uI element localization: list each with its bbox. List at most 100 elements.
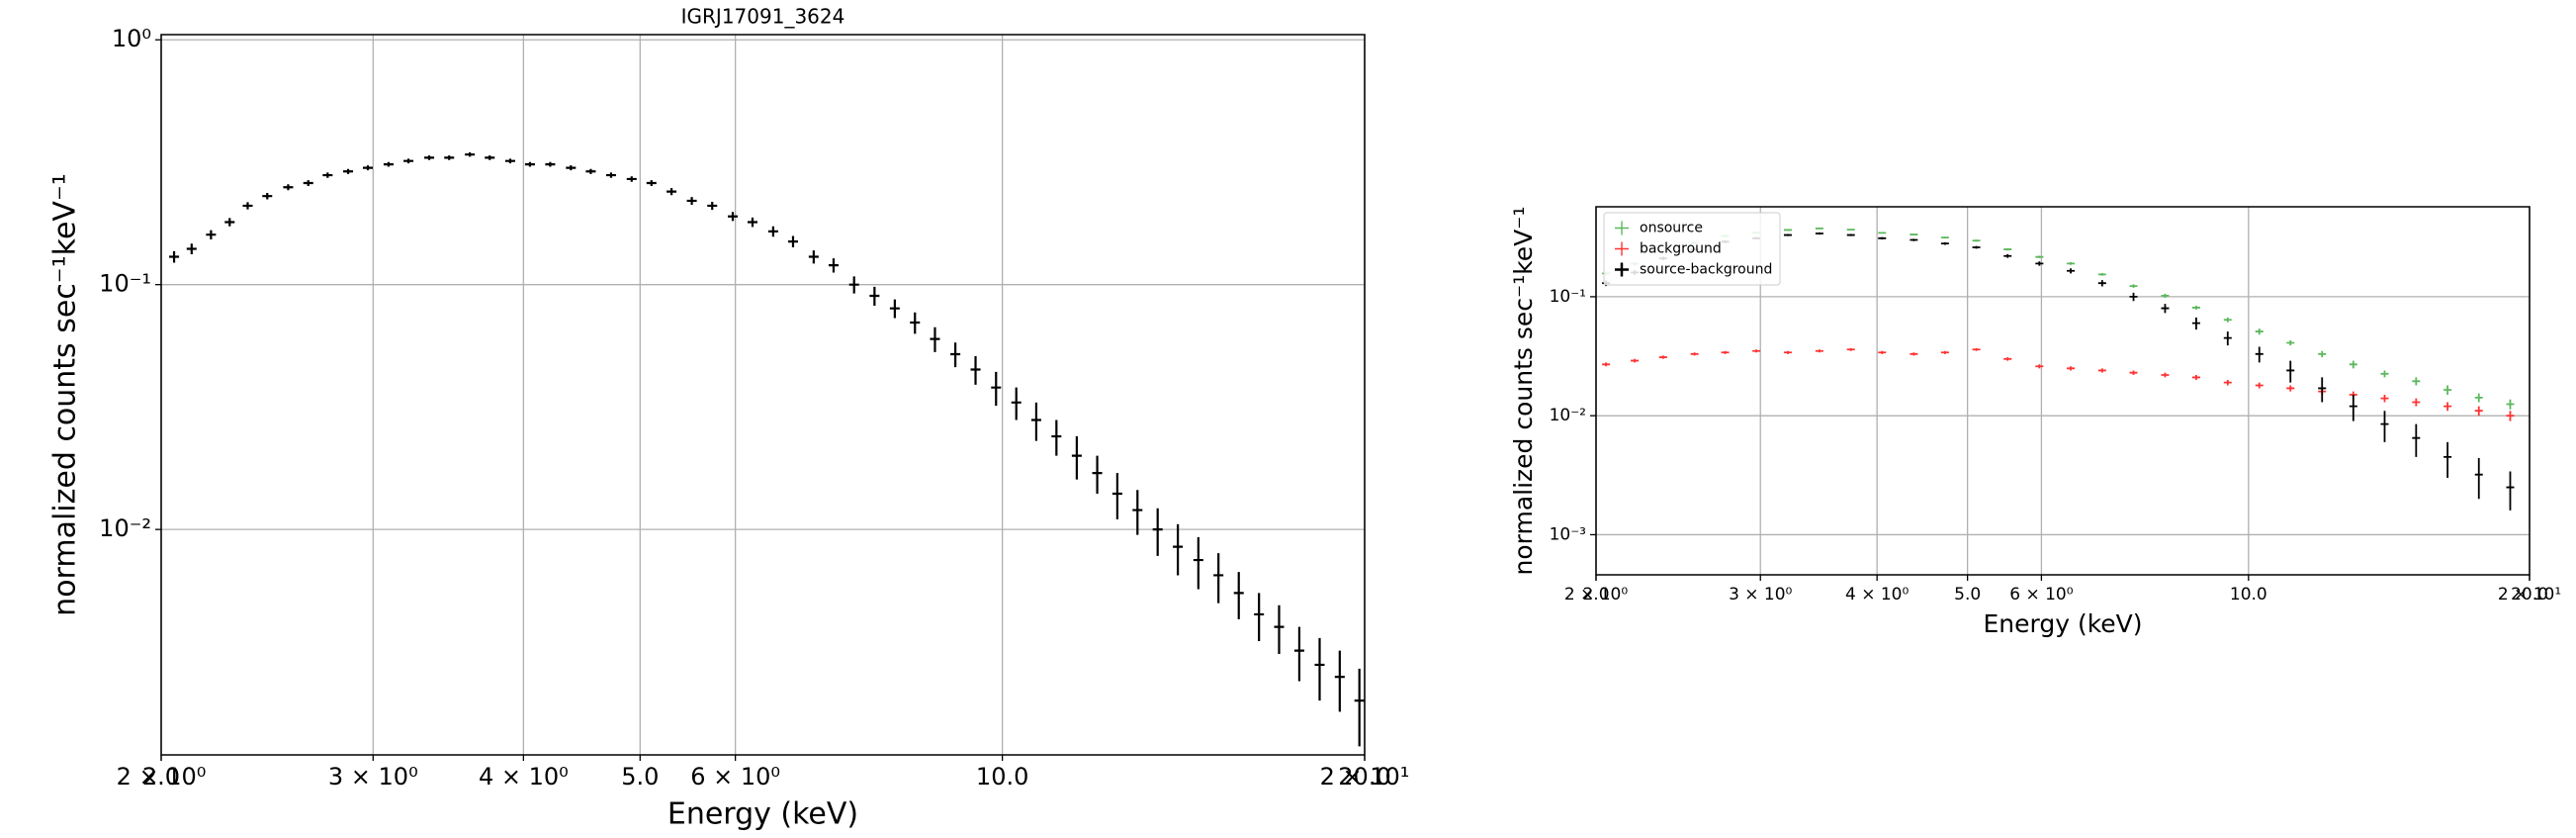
error-bar [2223, 317, 2232, 323]
x-tick-label: 2 × 10⁰ [1564, 585, 1628, 605]
x-tick-label: 4 × 10⁰ [479, 763, 569, 791]
error-bar [2255, 382, 2264, 389]
error-bar [504, 158, 515, 164]
error-bar [303, 180, 313, 186]
error-bar [186, 243, 197, 255]
error-bar [1314, 637, 1325, 701]
error-bar [1910, 352, 1918, 356]
error-bar [1972, 347, 1981, 351]
x-tick-label: 2.0 [142, 763, 180, 791]
error-bar [2097, 273, 2106, 276]
x-tick-label: 3 × 10⁰ [328, 763, 418, 791]
error-bar [524, 161, 535, 167]
error-bar [1972, 245, 1981, 249]
error-bar [424, 155, 435, 160]
error-bar [2318, 350, 2327, 358]
error-bar [2035, 261, 2044, 266]
error-bar [1846, 347, 1855, 351]
error-bar [1132, 490, 1143, 535]
error-bar [2412, 377, 2421, 386]
error-bar [930, 326, 940, 352]
error-bar [1193, 536, 1203, 590]
error-bar [728, 212, 739, 222]
y-tick-label: 10⁻² [99, 514, 151, 542]
error-bar [545, 161, 556, 167]
legend-label: background [1640, 241, 1722, 257]
x-tick-label: 2.0 [1582, 585, 1609, 605]
error-bar [626, 176, 637, 182]
error-bar [767, 226, 778, 237]
error-bar [2412, 423, 2421, 457]
error-bar [2380, 394, 2389, 403]
error-bar [2003, 253, 2012, 258]
error-bar [2067, 366, 2076, 371]
error-bar [2161, 372, 2170, 378]
x-axis-label: Energy (keV) [667, 797, 858, 832]
x-tick-label: 10.0 [976, 763, 1028, 791]
error-bar [585, 168, 596, 174]
legend-marker [1615, 241, 1629, 256]
error-bar [1658, 355, 1667, 359]
error-bar [686, 197, 697, 205]
error-bar [2474, 406, 2483, 417]
error-bar [2474, 393, 2483, 403]
x-tick-label: 2 × 10¹ [2498, 585, 2561, 605]
error-bar [1940, 241, 1949, 245]
error-bar [2506, 471, 2515, 511]
error-bar [1111, 473, 1122, 519]
error-bar [605, 172, 616, 178]
error-bar [485, 155, 495, 160]
error-bar [1274, 605, 1285, 655]
legend-label: onsource [1640, 221, 1703, 236]
x-tick-label: 5.0 [621, 763, 659, 791]
error-bar [1878, 236, 1887, 240]
error-bar [283, 184, 294, 191]
error-bar [889, 299, 900, 319]
error-bar [343, 168, 354, 174]
x-tick-label: 6 × 10⁰ [2009, 585, 2073, 605]
error-bar [1293, 626, 1304, 682]
error-bar [2161, 293, 2170, 298]
error-bar [1030, 402, 1041, 441]
error-bar [2349, 394, 2357, 421]
error-bar [1092, 455, 1103, 494]
y-tick-label: 10⁰ [112, 25, 151, 52]
y-tick-label: 10⁻¹ [99, 270, 151, 298]
x-tick-label: 20.0 [1338, 763, 1390, 791]
error-bar [2506, 399, 2515, 410]
error-bar [808, 250, 819, 264]
axes-frame [1595, 206, 2531, 576]
error-bar [383, 161, 394, 167]
error-bar [262, 192, 273, 200]
error-bar [1254, 593, 1265, 641]
error-bar [2286, 339, 2295, 346]
error-bar [970, 356, 981, 385]
error-bar [2349, 360, 2357, 369]
error-bar [2097, 368, 2106, 373]
error-bar [2129, 292, 2138, 302]
error-bar [2380, 411, 2389, 442]
error-bar [1752, 349, 1761, 353]
error-bar [2443, 441, 2452, 479]
error-bar [2035, 364, 2044, 369]
error-bar [848, 276, 859, 294]
error-bar [910, 312, 921, 334]
error-bar [1878, 350, 1887, 354]
error-bar [322, 172, 333, 178]
error-bar [2097, 280, 2106, 287]
error-bar [2506, 411, 2515, 421]
error-bar [2412, 398, 2421, 407]
error-bar [465, 151, 476, 157]
y-tick-label: 10⁻¹ [1550, 287, 1586, 307]
error-bar [1783, 229, 1792, 232]
error-bar [169, 250, 180, 263]
error-bar [2255, 346, 2264, 363]
x-tick-label: 10.0 [2230, 585, 2267, 605]
error-bar [2443, 385, 2452, 395]
error-bar [2003, 357, 2012, 361]
error-bar [2474, 458, 2483, 500]
error-bar [224, 218, 235, 227]
y-tick-label: 10⁻² [1550, 406, 1586, 425]
